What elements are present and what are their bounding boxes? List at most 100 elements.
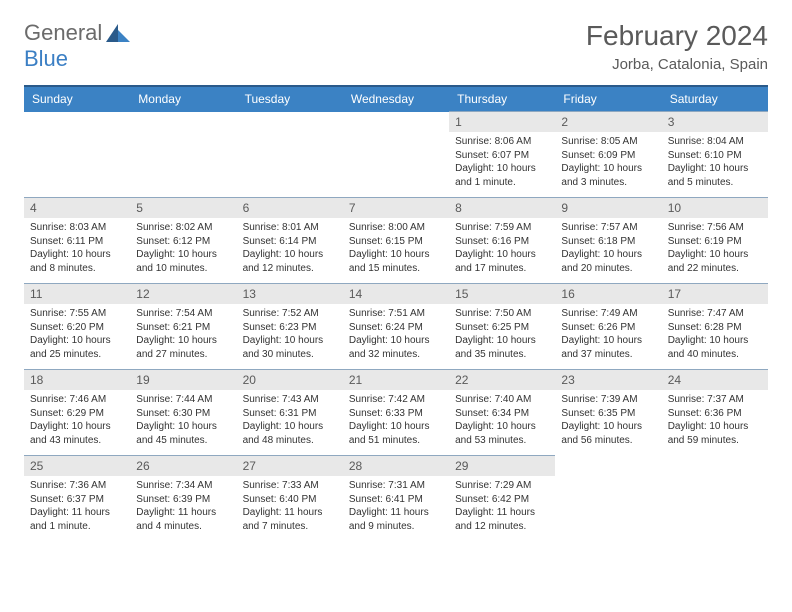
day-info: Sunrise: 7:36 AMSunset: 6:37 PMDaylight:…: [24, 476, 130, 536]
day-number: 15: [449, 284, 555, 304]
calendar-week-row: 11Sunrise: 7:55 AMSunset: 6:20 PMDayligh…: [24, 284, 768, 370]
day-info: Sunrise: 7:50 AMSunset: 6:25 PMDaylight:…: [449, 304, 555, 364]
logo-text-general: General: [24, 20, 102, 46]
day-info: Sunrise: 8:05 AMSunset: 6:09 PMDaylight:…: [555, 132, 661, 192]
header: General February 2024 Jorba, Catalonia, …: [24, 20, 768, 73]
day-header: Wednesday: [343, 86, 449, 112]
day-info: Sunrise: 7:42 AMSunset: 6:33 PMDaylight:…: [343, 390, 449, 450]
day-number: 13: [237, 284, 343, 304]
day-info: Sunrise: 7:57 AMSunset: 6:18 PMDaylight:…: [555, 218, 661, 278]
calendar-cell: 19Sunrise: 7:44 AMSunset: 6:30 PMDayligh…: [130, 370, 236, 456]
calendar-cell: 25Sunrise: 7:36 AMSunset: 6:37 PMDayligh…: [24, 456, 130, 542]
day-info: Sunrise: 7:51 AMSunset: 6:24 PMDaylight:…: [343, 304, 449, 364]
logo-text-blue: Blue: [24, 46, 68, 71]
calendar-cell: 21Sunrise: 7:42 AMSunset: 6:33 PMDayligh…: [343, 370, 449, 456]
day-info: Sunrise: 8:00 AMSunset: 6:15 PMDaylight:…: [343, 218, 449, 278]
day-info: Sunrise: 7:29 AMSunset: 6:42 PMDaylight:…: [449, 476, 555, 536]
day-info: Sunrise: 8:06 AMSunset: 6:07 PMDaylight:…: [449, 132, 555, 192]
day-number: 12: [130, 284, 236, 304]
day-header: Tuesday: [237, 86, 343, 112]
day-info: Sunrise: 7:56 AMSunset: 6:19 PMDaylight:…: [662, 218, 768, 278]
calendar-cell: 12Sunrise: 7:54 AMSunset: 6:21 PMDayligh…: [130, 284, 236, 370]
day-info: Sunrise: 7:49 AMSunset: 6:26 PMDaylight:…: [555, 304, 661, 364]
day-info: Sunrise: 7:34 AMSunset: 6:39 PMDaylight:…: [130, 476, 236, 536]
day-number: 29: [449, 456, 555, 476]
day-info: Sunrise: 7:33 AMSunset: 6:40 PMDaylight:…: [237, 476, 343, 536]
day-number: 1: [449, 112, 555, 132]
calendar-cell: 4Sunrise: 8:03 AMSunset: 6:11 PMDaylight…: [24, 198, 130, 284]
calendar-cell: 29Sunrise: 7:29 AMSunset: 6:42 PMDayligh…: [449, 456, 555, 542]
day-number: 17: [662, 284, 768, 304]
day-number: 28: [343, 456, 449, 476]
calendar-cell: 9Sunrise: 7:57 AMSunset: 6:18 PMDaylight…: [555, 198, 661, 284]
day-number: 9: [555, 198, 661, 218]
calendar-cell: 13Sunrise: 7:52 AMSunset: 6:23 PMDayligh…: [237, 284, 343, 370]
calendar-cell: [343, 112, 449, 198]
day-number: 3: [662, 112, 768, 132]
day-number: 27: [237, 456, 343, 476]
calendar-cell: [662, 456, 768, 542]
calendar-cell: 17Sunrise: 7:47 AMSunset: 6:28 PMDayligh…: [662, 284, 768, 370]
calendar-cell: 15Sunrise: 7:50 AMSunset: 6:25 PMDayligh…: [449, 284, 555, 370]
calendar-cell: 24Sunrise: 7:37 AMSunset: 6:36 PMDayligh…: [662, 370, 768, 456]
day-number: 2: [555, 112, 661, 132]
calendar-cell: 28Sunrise: 7:31 AMSunset: 6:41 PMDayligh…: [343, 456, 449, 542]
day-info: Sunrise: 7:44 AMSunset: 6:30 PMDaylight:…: [130, 390, 236, 450]
calendar-cell: 1Sunrise: 8:06 AMSunset: 6:07 PMDaylight…: [449, 112, 555, 198]
calendar-cell: 23Sunrise: 7:39 AMSunset: 6:35 PMDayligh…: [555, 370, 661, 456]
day-info: Sunrise: 7:43 AMSunset: 6:31 PMDaylight:…: [237, 390, 343, 450]
day-number: 23: [555, 370, 661, 390]
calendar-cell: [237, 112, 343, 198]
day-info: Sunrise: 7:55 AMSunset: 6:20 PMDaylight:…: [24, 304, 130, 364]
calendar-cell: [24, 112, 130, 198]
day-header: Monday: [130, 86, 236, 112]
month-title: February 2024: [586, 20, 768, 52]
day-number: 22: [449, 370, 555, 390]
day-info: Sunrise: 7:31 AMSunset: 6:41 PMDaylight:…: [343, 476, 449, 536]
calendar-cell: [130, 112, 236, 198]
day-info: Sunrise: 7:40 AMSunset: 6:34 PMDaylight:…: [449, 390, 555, 450]
day-number: 4: [24, 198, 130, 218]
day-header: Saturday: [662, 86, 768, 112]
day-number: 7: [343, 198, 449, 218]
calendar-cell: 6Sunrise: 8:01 AMSunset: 6:14 PMDaylight…: [237, 198, 343, 284]
day-info: Sunrise: 7:39 AMSunset: 6:35 PMDaylight:…: [555, 390, 661, 450]
day-number: 24: [662, 370, 768, 390]
day-number: 5: [130, 198, 236, 218]
calendar-cell: 7Sunrise: 8:00 AMSunset: 6:15 PMDaylight…: [343, 198, 449, 284]
day-header: Friday: [555, 86, 661, 112]
day-number: 18: [24, 370, 130, 390]
day-number: 21: [343, 370, 449, 390]
calendar-cell: 3Sunrise: 8:04 AMSunset: 6:10 PMDaylight…: [662, 112, 768, 198]
calendar-cell: 10Sunrise: 7:56 AMSunset: 6:19 PMDayligh…: [662, 198, 768, 284]
day-number: 25: [24, 456, 130, 476]
day-number: 6: [237, 198, 343, 218]
calendar-cell: [555, 456, 661, 542]
day-info: Sunrise: 7:52 AMSunset: 6:23 PMDaylight:…: [237, 304, 343, 364]
day-info: Sunrise: 8:03 AMSunset: 6:11 PMDaylight:…: [24, 218, 130, 278]
calendar-cell: 14Sunrise: 7:51 AMSunset: 6:24 PMDayligh…: [343, 284, 449, 370]
day-number: 10: [662, 198, 768, 218]
day-info: Sunrise: 7:46 AMSunset: 6:29 PMDaylight:…: [24, 390, 130, 450]
calendar-cell: 20Sunrise: 7:43 AMSunset: 6:31 PMDayligh…: [237, 370, 343, 456]
calendar-cell: 2Sunrise: 8:05 AMSunset: 6:09 PMDaylight…: [555, 112, 661, 198]
calendar-week-row: 4Sunrise: 8:03 AMSunset: 6:11 PMDaylight…: [24, 198, 768, 284]
calendar-cell: 27Sunrise: 7:33 AMSunset: 6:40 PMDayligh…: [237, 456, 343, 542]
calendar-cell: 16Sunrise: 7:49 AMSunset: 6:26 PMDayligh…: [555, 284, 661, 370]
day-number: 26: [130, 456, 236, 476]
day-info: Sunrise: 8:02 AMSunset: 6:12 PMDaylight:…: [130, 218, 236, 278]
calendar-cell: 11Sunrise: 7:55 AMSunset: 6:20 PMDayligh…: [24, 284, 130, 370]
day-info: Sunrise: 7:59 AMSunset: 6:16 PMDaylight:…: [449, 218, 555, 278]
calendar-week-row: 25Sunrise: 7:36 AMSunset: 6:37 PMDayligh…: [24, 456, 768, 542]
day-number: 19: [130, 370, 236, 390]
location-text: Jorba, Catalonia, Spain: [586, 56, 768, 73]
day-number: 20: [237, 370, 343, 390]
day-info: Sunrise: 7:54 AMSunset: 6:21 PMDaylight:…: [130, 304, 236, 364]
day-info: Sunrise: 7:47 AMSunset: 6:28 PMDaylight:…: [662, 304, 768, 364]
calendar-cell: 18Sunrise: 7:46 AMSunset: 6:29 PMDayligh…: [24, 370, 130, 456]
day-info: Sunrise: 7:37 AMSunset: 6:36 PMDaylight:…: [662, 390, 768, 450]
day-number: 14: [343, 284, 449, 304]
calendar-cell: 26Sunrise: 7:34 AMSunset: 6:39 PMDayligh…: [130, 456, 236, 542]
day-header: Sunday: [24, 86, 130, 112]
day-info: Sunrise: 8:01 AMSunset: 6:14 PMDaylight:…: [237, 218, 343, 278]
